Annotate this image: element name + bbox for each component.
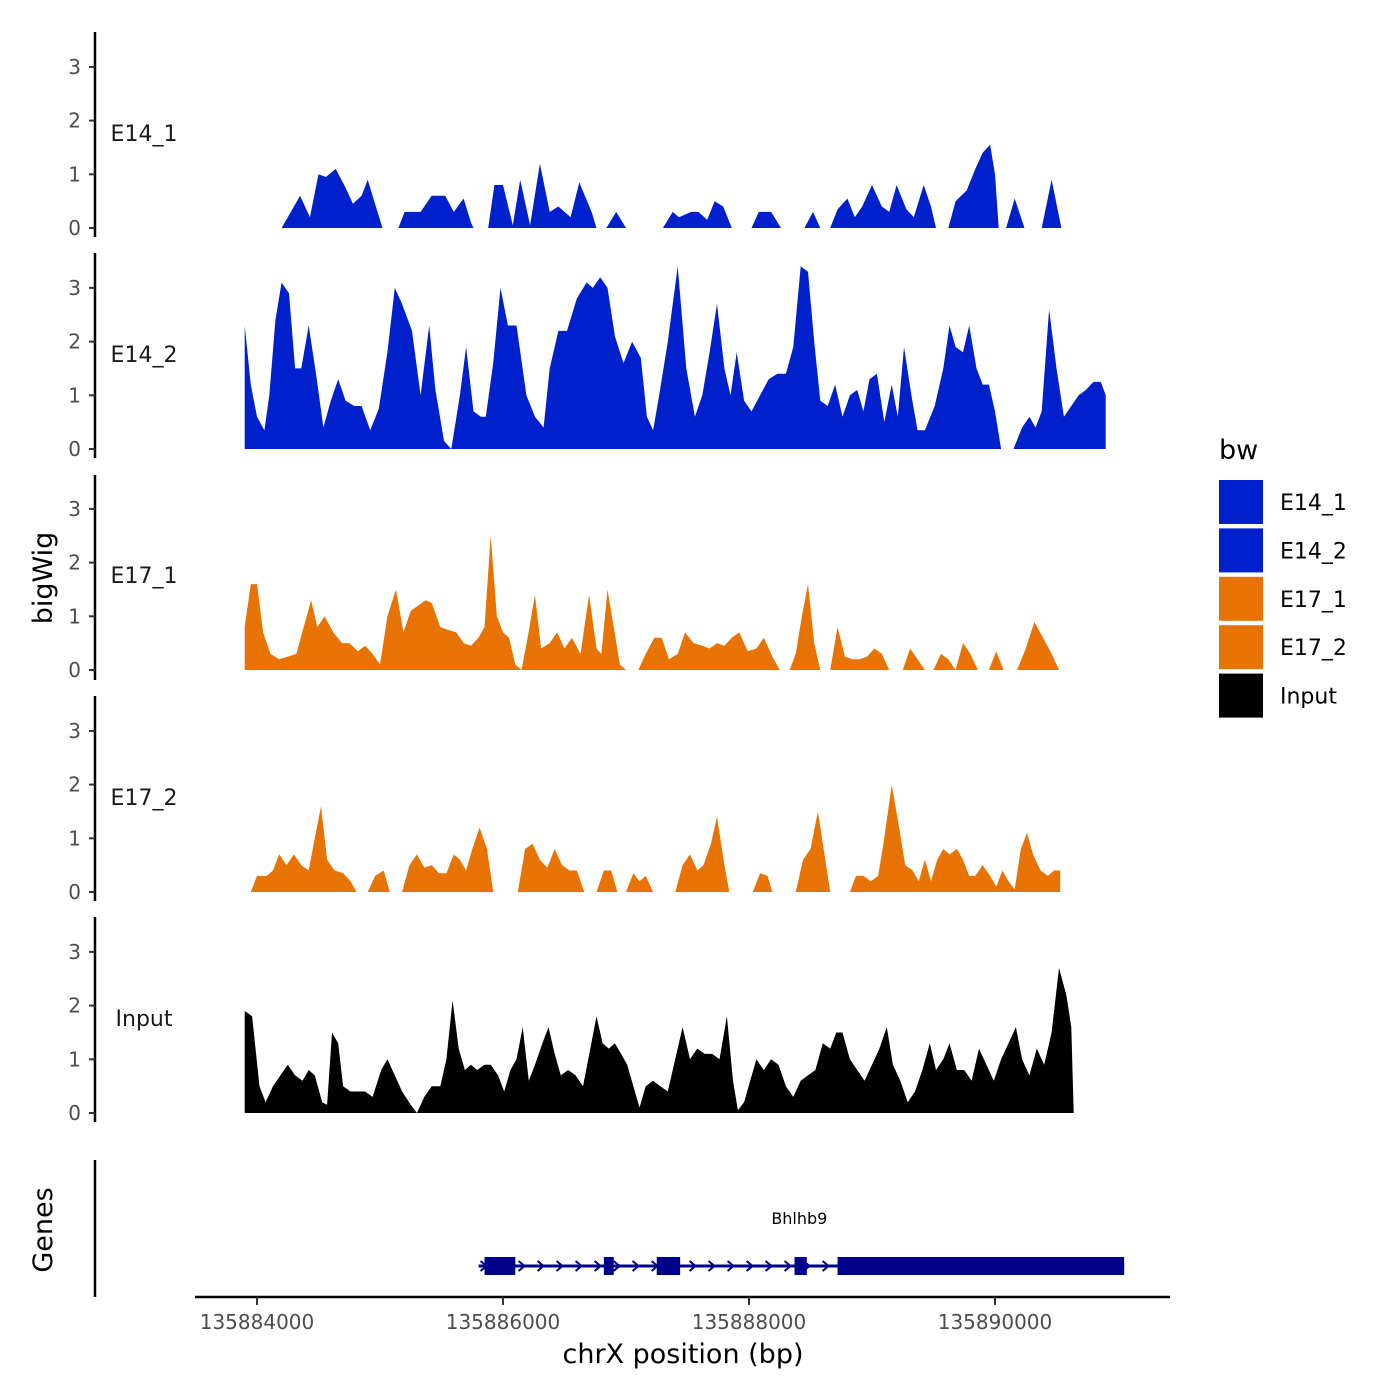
legend: bw E14_1 E14_2 E17_1 E17_2 Input (1219, 435, 1347, 718)
y-tick-label: 0 (68, 1101, 81, 1125)
legend-label-E17_2: E17_2 (1280, 636, 1347, 661)
strand-arrow-icon (688, 1260, 698, 1272)
y-tick-label: 3 (68, 940, 81, 964)
x-tick-label: 135886000 (446, 1310, 561, 1334)
bigwig-tracks: 0 1 2 3 E14_1 0 1 2 3 E14_2 0 1 2 3 E17_1 0 1 2 3 E17_2 0 1 2 3… (68, 32, 1106, 1125)
y-tick-label: 2 (68, 551, 81, 575)
signal-area-E17_2 (250, 784, 1061, 892)
gene-exon (837, 1257, 1125, 1275)
y-tick-label: 1 (68, 1047, 81, 1071)
x-axis-title: chrX position (bp) (562, 1339, 803, 1370)
legend-label-E17_1: E17_1 (1280, 588, 1347, 613)
track-label: Input (116, 1007, 173, 1032)
legend-swatch-E17_2 (1219, 625, 1263, 670)
gene-exon (656, 1257, 681, 1275)
signal-area-E14_1 (281, 144, 1062, 228)
signal-area-E14_2 (244, 266, 1106, 449)
gene-exon (603, 1257, 614, 1275)
y-tick-label: 0 (68, 658, 81, 682)
y-tick-label: 2 (68, 109, 81, 133)
x-tick-label: 135884000 (200, 1310, 315, 1334)
x-tick-label: 135888000 (692, 1310, 807, 1334)
legend-title: bw (1219, 435, 1258, 466)
track-Input: 0 1 2 3 Input (68, 917, 1074, 1125)
strand-arrow-icon (745, 1260, 755, 1272)
strand-arrow-icon (821, 1260, 831, 1272)
strand-arrow-icon (707, 1260, 717, 1272)
y-tick-label: 1 (68, 604, 81, 628)
strand-arrow-icon (536, 1260, 546, 1272)
y-tick-label: 0 (68, 880, 81, 904)
y-tick-label: 2 (68, 330, 81, 354)
track-label: E17_2 (111, 786, 178, 811)
strand-arrow-icon (574, 1260, 584, 1272)
gene-exon (484, 1257, 516, 1275)
genes-axis-title: Genes (28, 1187, 59, 1272)
y-tick-label: 3 (68, 719, 81, 743)
track-E17_1: 0 1 2 3 E17_1 (68, 475, 1059, 682)
strand-arrow-icon (631, 1260, 641, 1272)
strand-arrow-icon (783, 1260, 793, 1272)
track-label: E17_1 (111, 564, 178, 589)
legend-label-E14_2: E14_2 (1280, 539, 1347, 564)
y-tick-label: 0 (68, 437, 81, 461)
y-tick-label: 0 (68, 216, 81, 240)
signal-area-Input (244, 968, 1074, 1113)
strand-arrow-icon (517, 1260, 527, 1272)
strand-arrow-icon (726, 1260, 736, 1272)
legend-swatch-E17_1 (1219, 576, 1263, 621)
track-E14_1: 0 1 2 3 E14_1 (68, 32, 1062, 240)
y-tick-label: 1 (68, 162, 81, 186)
gene-exon (794, 1257, 807, 1275)
legend-swatch-E14_2 (1219, 528, 1263, 573)
signal-area-E17_1 (244, 535, 1059, 670)
legend-swatch-Input (1219, 673, 1263, 718)
strand-arrow-icon (612, 1260, 622, 1272)
y-tick-label: 3 (68, 276, 81, 300)
track-E14_2: 0 1 2 3 E14_2 (68, 253, 1106, 461)
legend-swatch-E14_1 (1219, 480, 1263, 524)
y-tick-label: 2 (68, 773, 81, 797)
legend-label-Input: Input (1280, 685, 1337, 710)
strand-arrow-icon (593, 1260, 603, 1272)
x-axis: 135884000 135886000 135888000 135890000 (195, 1295, 1170, 1334)
strand-arrow-icon (555, 1260, 565, 1272)
gene-name-label: Bhlhb9 (771, 1209, 827, 1228)
y-tick-label: 3 (68, 55, 81, 79)
y-tick-label: 1 (68, 826, 81, 850)
gene-track: Bhlhb9 (93, 1160, 1125, 1297)
track-label: E14_2 (111, 343, 178, 368)
track-E17_2: 0 1 2 3 E17_2 (68, 696, 1061, 904)
x-tick-label: 135890000 (938, 1310, 1053, 1334)
legend-label-E14_1: E14_1 (1280, 491, 1347, 516)
y-axis-title: bigWig (28, 532, 59, 625)
strand-arrow-icon (764, 1260, 774, 1272)
track-label: E14_1 (111, 122, 178, 147)
y-tick-label: 2 (68, 994, 81, 1018)
y-tick-label: 3 (68, 497, 81, 521)
y-tick-label: 1 (68, 383, 81, 407)
